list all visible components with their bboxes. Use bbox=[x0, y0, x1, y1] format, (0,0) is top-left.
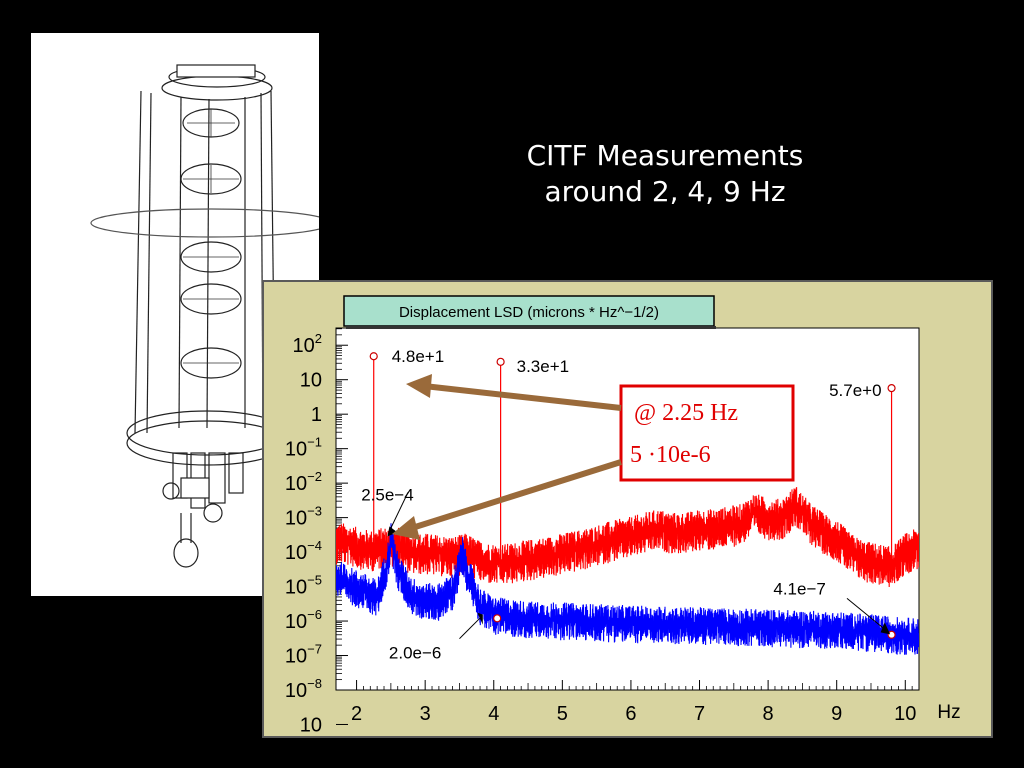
callout-line1: @ 2.25 Hz bbox=[634, 400, 738, 426]
y-tick-label: 10 bbox=[300, 370, 322, 392]
slide-title-line1: CITF Measurements bbox=[526, 139, 804, 172]
callout-line2: 5 ·10e-6 bbox=[630, 442, 711, 468]
annotation-arrowhead bbox=[880, 622, 891, 635]
series-red-line bbox=[336, 487, 919, 588]
peak-marker bbox=[887, 384, 896, 393]
annotation-label: 3.3e+1 bbox=[517, 357, 569, 376]
x-tick-label: 7 bbox=[694, 703, 705, 725]
callout-arrowhead bbox=[406, 374, 432, 398]
x-axis-label: Hz bbox=[937, 702, 960, 723]
chart-title: Displacement LSD (microns * Hz^−1/2) bbox=[399, 304, 659, 321]
y-tick-label: 10−1 bbox=[285, 435, 322, 461]
x-tick-label: 2 bbox=[351, 703, 362, 725]
annotation-leader bbox=[459, 616, 482, 640]
series-blue bbox=[336, 523, 919, 655]
slide-title-line2: around 2, 4, 9 Hz bbox=[544, 175, 786, 208]
series-blue-line bbox=[336, 523, 919, 655]
callout-arrows bbox=[392, 374, 622, 540]
y-tick-label: 10−2 bbox=[285, 469, 322, 495]
peak-marker bbox=[887, 630, 896, 639]
annotation-leader bbox=[388, 492, 409, 533]
callout-arrow-to-peak bbox=[423, 383, 622, 411]
chart-title-shadow bbox=[346, 326, 716, 329]
annotation-leader bbox=[846, 598, 887, 631]
x-tick-label: 6 bbox=[625, 703, 636, 725]
chart-title-box: Displacement LSD (microns * Hz^−1/2) bbox=[343, 295, 716, 329]
annotation-arrowhead bbox=[477, 612, 483, 625]
x-tick-label: 5 bbox=[557, 703, 568, 725]
callout-arrow-to-blue bbox=[411, 459, 622, 531]
annotation-label: 5.7e+0 bbox=[829, 381, 881, 400]
annotation-label: 2.5e−4 bbox=[361, 485, 413, 504]
y-tick-label: 10−5 bbox=[285, 573, 322, 599]
x-tick-label: 9 bbox=[831, 703, 842, 725]
slide-title: CITF Measurements around 2, 4, 9 Hz bbox=[430, 138, 900, 210]
y-tick-label: 10−7 bbox=[285, 642, 322, 668]
callout-arrowhead bbox=[392, 516, 420, 540]
peak-marker bbox=[496, 357, 505, 366]
x-tick-label: 3 bbox=[420, 703, 431, 725]
lsd-chart: Displacement LSD (microns * Hz^−1/2) 2 3 4 5… bbox=[285, 295, 961, 736]
lsd-chart-panel: Displacement LSD (microns * Hz^−1/2) 2 3 4 5… bbox=[262, 280, 993, 738]
annotation-label: 2.0e−6 bbox=[389, 644, 441, 663]
peak-marker bbox=[369, 352, 378, 361]
y-tick-label: 1 bbox=[311, 404, 322, 426]
callout-border bbox=[619, 384, 795, 482]
y-tick-label: 10−3 bbox=[285, 504, 322, 530]
peak-marker bbox=[493, 614, 502, 623]
x-tick-label: 8 bbox=[763, 703, 774, 725]
y-tick-label: 10−6 bbox=[285, 607, 322, 633]
annotation-label: 4.1e−7 bbox=[773, 579, 825, 598]
y-tick-label: 10 bbox=[300, 714, 322, 736]
y-tick-label: 10−4 bbox=[285, 538, 322, 564]
x-tick-label: 4 bbox=[488, 703, 499, 725]
y-tick-label: 10−8 bbox=[285, 676, 322, 702]
annotation-arrowhead bbox=[387, 526, 398, 537]
annotation-label: 4.8e+1 bbox=[392, 347, 444, 366]
x-tick-label: 10 bbox=[894, 703, 916, 725]
callout-box: @ 2.25 Hz 5 ·10e-6 bbox=[619, 384, 795, 482]
y-tick-label: 102 bbox=[293, 331, 322, 357]
